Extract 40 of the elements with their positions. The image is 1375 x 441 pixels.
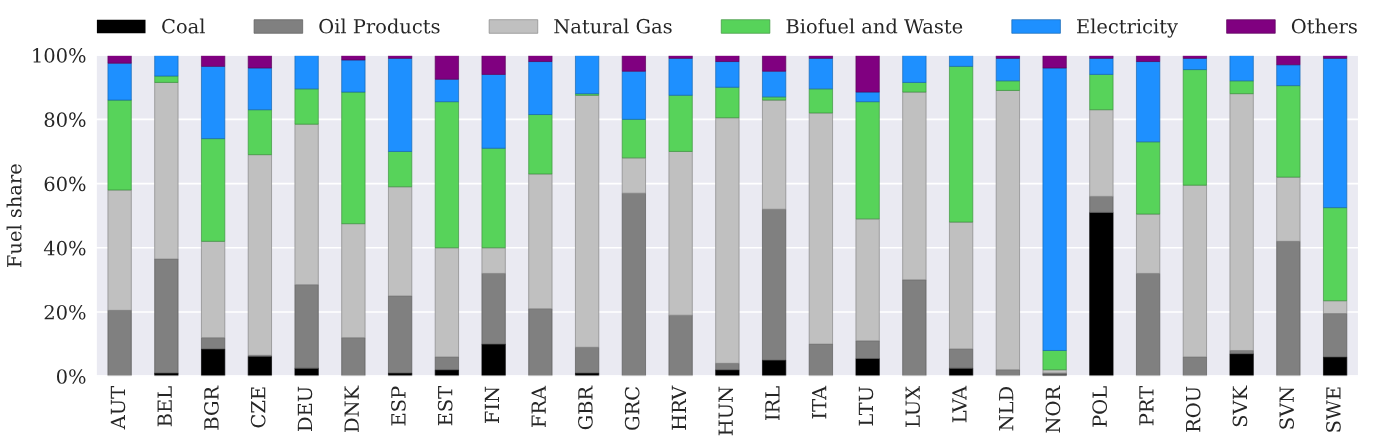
x-tick-label: SVK — [1232, 385, 1248, 427]
x-tick-label: IRL — [765, 386, 780, 421]
x-tick-label: HUN — [718, 386, 734, 436]
y-tick-label: 20% — [44, 304, 86, 320]
x-tick-label: NLD — [999, 387, 1014, 431]
y-tick-label: 0% — [56, 369, 86, 384]
legend-label: Coal — [162, 18, 205, 34]
x-tick-label: FRA — [531, 385, 546, 427]
x-tick-label: NOR — [1045, 385, 1061, 433]
x-tick-label: HRV — [671, 385, 686, 430]
legend-label: Electricity — [1077, 18, 1178, 38]
x-tick-label: AUT — [110, 386, 126, 430]
x-tick-label: ITA — [812, 385, 827, 419]
legend-label: Others — [1291, 18, 1357, 34]
x-tick-label: DNK — [344, 385, 360, 432]
x-tick-label: LTU — [858, 386, 874, 426]
y-tick-label: 60% — [44, 176, 86, 192]
x-tick-label: FIN — [484, 386, 500, 424]
legend-label: Oil Products — [319, 18, 440, 34]
x-tick-label: BEL — [157, 386, 172, 427]
y-axis-title: Fuel share — [6, 164, 22, 267]
legend-label: Natural Gas — [554, 18, 672, 34]
x-tick-label: DEU — [297, 386, 313, 431]
x-tick-label: GRC — [624, 387, 640, 430]
x-tick-label: LVA — [952, 385, 967, 423]
x-tick-label: GBR — [578, 385, 593, 430]
x-tick-label: POL — [1092, 386, 1108, 427]
x-tick-label: SVN — [1279, 386, 1295, 429]
x-tick-label: LUX — [905, 385, 921, 427]
x-tick-label: ESP — [391, 386, 406, 426]
y-tick-label: 100% — [33, 48, 86, 63]
x-tick-label: PRT — [1139, 386, 1154, 426]
legend-label: Biofuel and Waste — [786, 18, 963, 34]
x-tick-label: CZE — [250, 387, 266, 428]
y-tick-label: 80% — [44, 112, 86, 127]
x-tick-label: SWE — [1326, 387, 1341, 432]
y-tick-label: 40% — [43, 240, 86, 256]
x-tick-label: EST — [437, 386, 453, 426]
x-tick-label: ROU — [1185, 386, 1201, 432]
x-tick-label: BGR — [204, 385, 219, 430]
